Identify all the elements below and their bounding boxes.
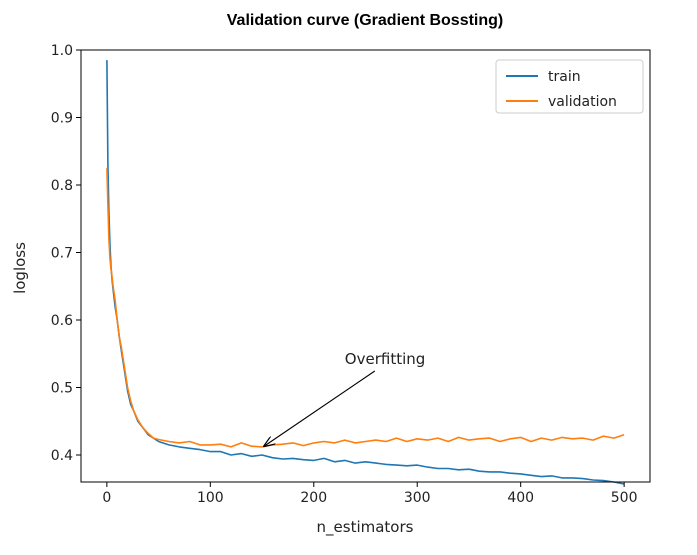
chart-title: Validation curve (Gradient Bossting) bbox=[227, 12, 504, 29]
x-tick-label-100: 100 bbox=[197, 490, 224, 506]
x-tick-label-500: 500 bbox=[611, 490, 638, 506]
x-axis-label: n_estimators bbox=[317, 518, 414, 537]
y-tick-label-0.7: 0.7 bbox=[51, 246, 73, 262]
legend-box bbox=[495, 59, 644, 114]
legend-label-validation: validation bbox=[548, 94, 617, 110]
x-tick-label-0: 0 bbox=[102, 490, 111, 506]
x-tick-label-400: 400 bbox=[507, 490, 534, 506]
x-tick-label-200: 200 bbox=[300, 490, 327, 506]
series-line-train bbox=[106, 60, 625, 485]
series-line-validation bbox=[106, 168, 625, 448]
annotation-arrow bbox=[264, 370, 376, 446]
y-tick-label-0.6: 0.6 bbox=[51, 313, 73, 329]
legend-label-train: train bbox=[548, 69, 581, 85]
plot-frame bbox=[80, 49, 651, 483]
annotation-text-overfitting: Overfitting bbox=[345, 350, 426, 368]
y-tick-label-0.8: 0.8 bbox=[51, 178, 73, 194]
y-axis-label: logloss bbox=[11, 242, 29, 294]
x-tick-label-300: 300 bbox=[404, 490, 431, 506]
y-tick-label-0.9: 0.9 bbox=[51, 111, 73, 127]
y-tick-label-0.4: 0.4 bbox=[51, 448, 73, 464]
y-tick-label-0.5: 0.5 bbox=[51, 381, 73, 397]
y-tick-label-1: 1.0 bbox=[51, 43, 73, 59]
